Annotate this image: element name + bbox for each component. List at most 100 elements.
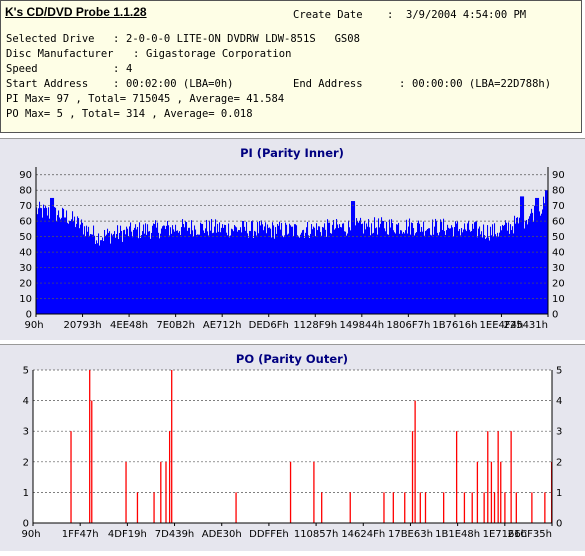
po-bars (70, 370, 553, 523)
pi-bar (67, 222, 69, 314)
po-bar (531, 492, 533, 523)
pi-bar (484, 235, 486, 314)
pi-bar (527, 224, 529, 314)
pi-bar (477, 237, 479, 314)
pi-bar (121, 231, 123, 314)
pi-bar (541, 213, 543, 314)
pi-bar (137, 227, 139, 314)
pi-bar (308, 235, 310, 314)
pi-bar (82, 222, 84, 314)
pi-bar (65, 217, 67, 314)
pi-bar (333, 219, 335, 314)
pi-bar (423, 221, 425, 314)
pi-bar (243, 220, 245, 314)
pi-bar (92, 234, 94, 314)
pi-bar (404, 233, 406, 314)
pi-bar (96, 240, 98, 314)
pi-bar (355, 225, 357, 314)
pi-bar (466, 231, 468, 314)
pi-bar (368, 219, 370, 314)
manufacturer-colon: : (133, 48, 140, 60)
pi-bar (366, 223, 368, 314)
po-bar (544, 492, 546, 523)
pi-bar (309, 237, 311, 314)
pi-bar (539, 211, 541, 314)
po-bar (91, 400, 93, 523)
pi-bar (509, 233, 511, 314)
pi-bar (338, 228, 340, 314)
pi-bar (51, 197, 53, 314)
po-x-axis: 90h 1FF47h 4DF19h 7D439h ADE30h DDFFEh 110857h… (21, 370, 553, 540)
pi-bar (538, 197, 540, 314)
pi-bar (36, 207, 38, 314)
pi-bar (449, 228, 451, 314)
pi-chart-title: PI (Parity Inner) (240, 146, 344, 160)
pi-bar (347, 233, 349, 314)
pi-bar (521, 196, 523, 314)
pi-bar (188, 227, 190, 314)
pi-bar (286, 224, 288, 314)
pi-bar (398, 222, 400, 314)
pi-ytick-right: 90 (552, 170, 565, 181)
pi-bar (223, 227, 225, 314)
pi-bar (211, 219, 213, 314)
pi-bar (335, 228, 337, 314)
pi-bar (179, 231, 181, 314)
pi-bar (344, 231, 346, 314)
pi-bar (193, 236, 195, 314)
pi-bar (334, 229, 336, 314)
pi-bar (60, 219, 62, 314)
po-bar (455, 431, 458, 523)
pi-bar (116, 234, 118, 314)
pi-bar (524, 228, 526, 314)
pi-bar (101, 240, 103, 314)
pi-bar (244, 226, 246, 314)
pi-bar (428, 228, 430, 314)
po-bar (493, 492, 496, 523)
pi-bar (156, 227, 158, 314)
pi-bar (102, 237, 104, 314)
pi-bar (240, 227, 242, 314)
pi-bar (239, 230, 241, 314)
pi-bar (324, 223, 326, 314)
pi-bar (165, 229, 167, 314)
pi-bar (363, 233, 365, 314)
pi-bar (63, 208, 65, 314)
pi-bar (183, 224, 185, 314)
pi-bar (258, 233, 260, 314)
start-address-label: Start Address (6, 78, 89, 90)
pi-bar (176, 230, 178, 314)
po-ytick-right: 3 (556, 427, 562, 438)
pi-bar (125, 234, 127, 314)
pi-bar (94, 235, 96, 314)
pi-bar (446, 230, 448, 314)
pi-xtick-label: 7E0B2h (156, 320, 195, 331)
pi-bar (486, 237, 488, 314)
pi-bar (154, 224, 156, 314)
pi-bar (70, 220, 72, 314)
pi-bar (47, 215, 49, 314)
pi-ytick-left: 40 (19, 248, 32, 259)
pi-bar (265, 222, 267, 314)
pi-bar (189, 227, 191, 314)
pi-bar (435, 218, 437, 314)
manufacturer-label: Disc Manufacturer (6, 48, 114, 60)
pi-bar (488, 237, 490, 314)
pi-bar (252, 220, 254, 314)
pi-bar (208, 235, 210, 314)
pi-bar (352, 201, 354, 314)
pi-bar (359, 220, 361, 314)
pi-bar (280, 229, 282, 314)
pi-bar (213, 232, 215, 314)
pi-bar (461, 228, 463, 314)
pi-bar (131, 231, 133, 314)
pi-bar (440, 219, 442, 314)
pi-bar (483, 224, 485, 314)
po-bar (313, 461, 315, 523)
pi-bar (241, 232, 243, 314)
pi-bar (390, 227, 392, 314)
pi-bar (474, 222, 476, 314)
pi-bar (294, 224, 296, 314)
po-gridlines (33, 369, 552, 493)
pi-bar (376, 227, 378, 314)
